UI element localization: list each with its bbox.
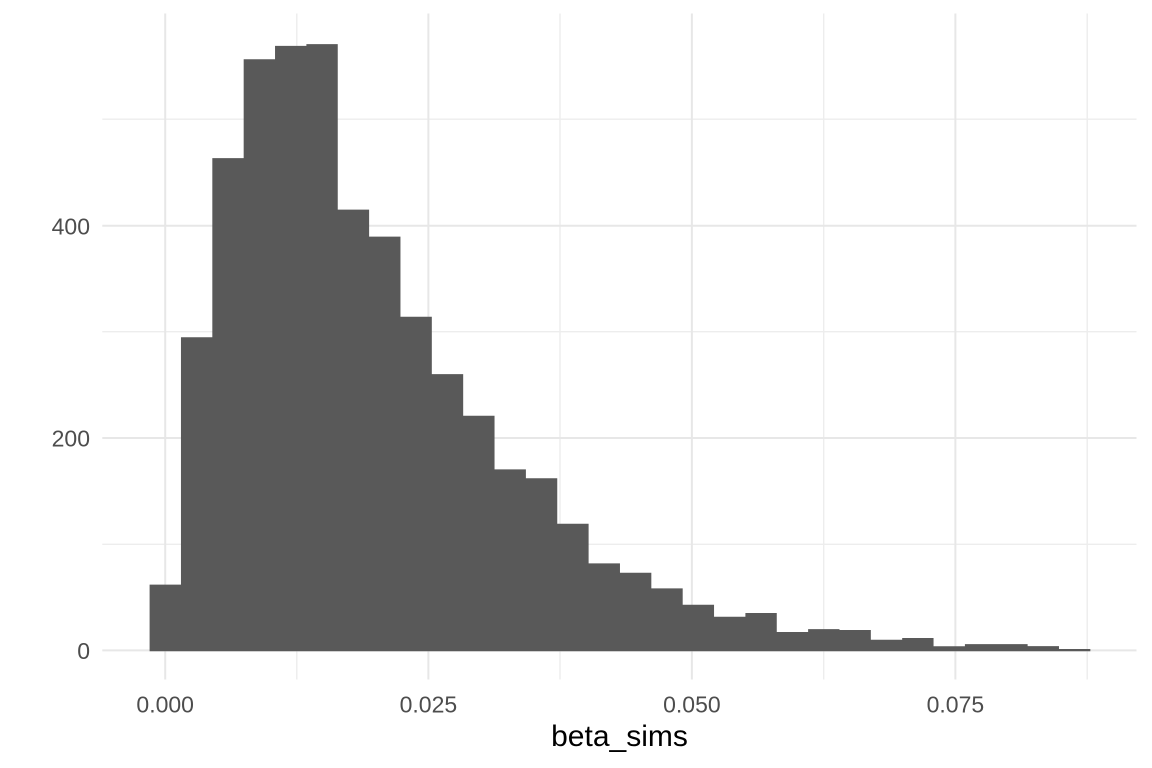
svg-text:0.050: 0.050 xyxy=(663,691,721,717)
svg-text:400: 400 xyxy=(52,213,90,239)
svg-text:beta_sims: beta_sims xyxy=(551,720,688,753)
svg-text:0.075: 0.075 xyxy=(927,691,985,717)
svg-text:200: 200 xyxy=(52,426,90,452)
svg-text:0.025: 0.025 xyxy=(400,691,458,717)
svg-text:0: 0 xyxy=(77,638,90,664)
svg-text:0.000: 0.000 xyxy=(136,691,194,717)
